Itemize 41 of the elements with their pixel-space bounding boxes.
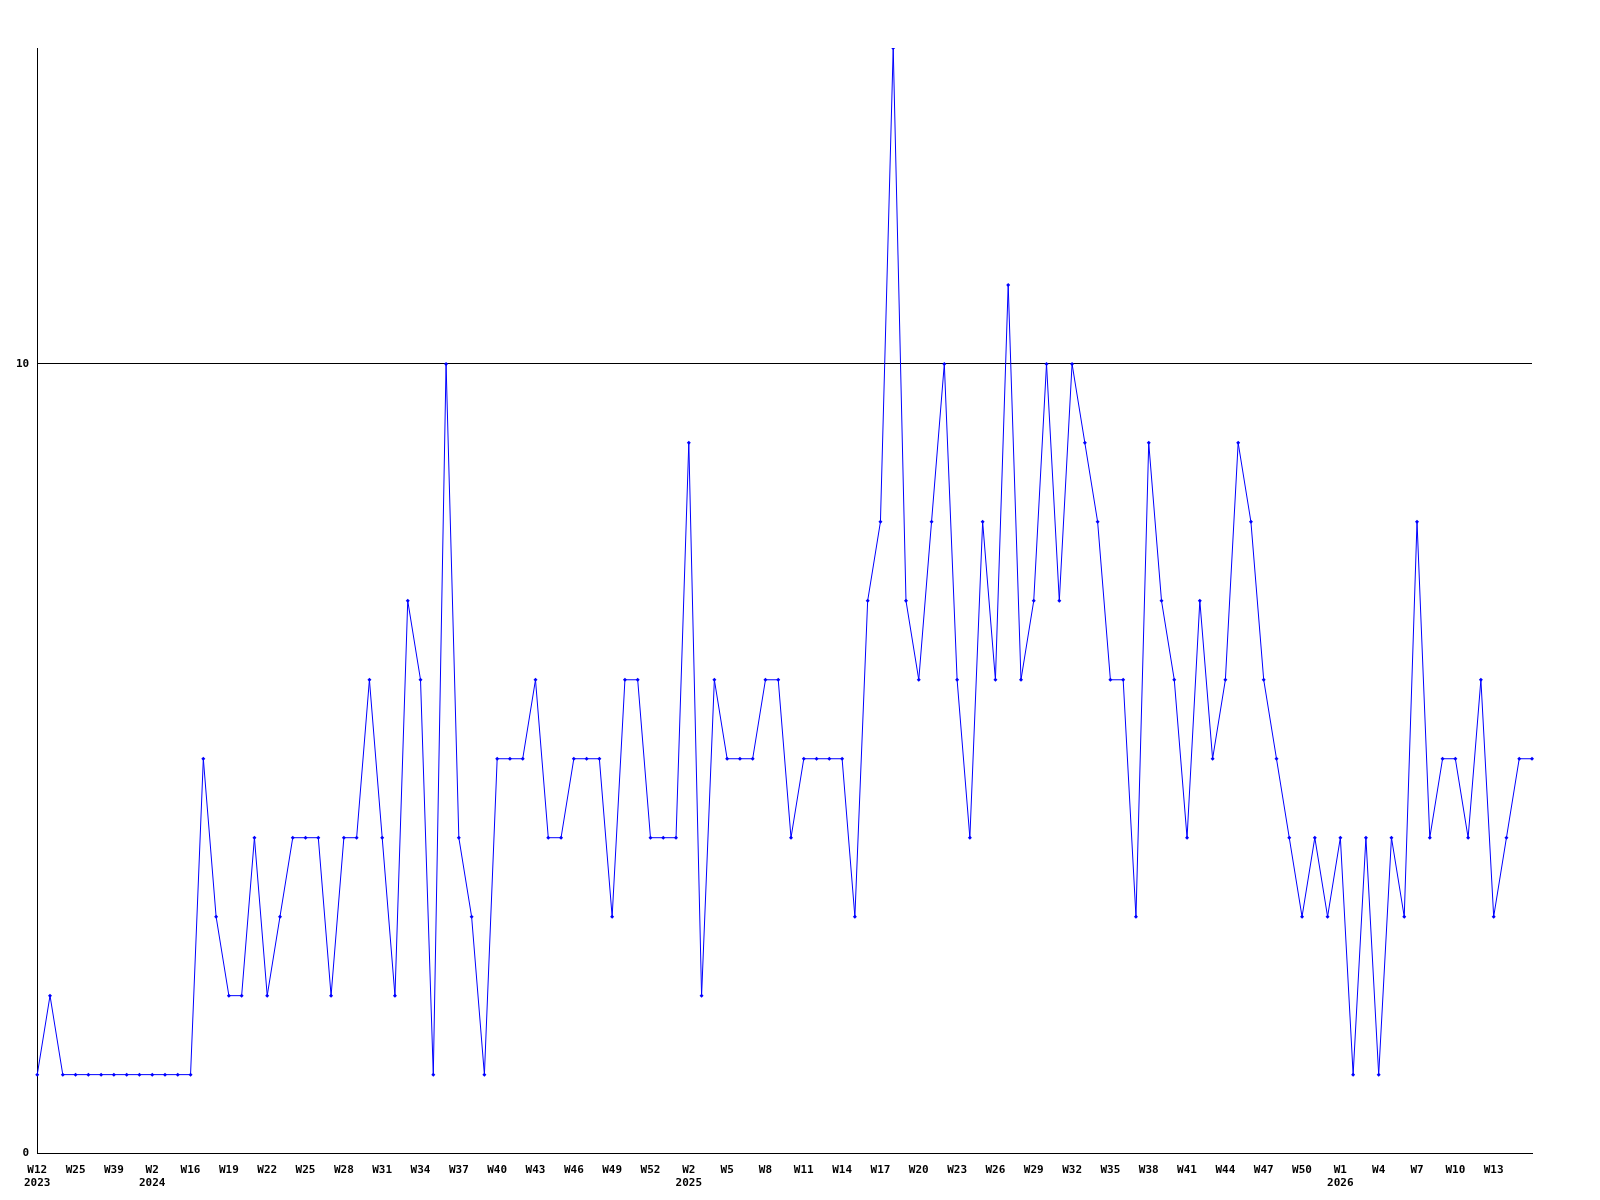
- y-tick-label: 0: [22, 1146, 30, 1160]
- x-tick-label: W13: [1483, 1163, 1504, 1177]
- x-tick-label: W25: [65, 1163, 86, 1177]
- x-tick-label: W39: [103, 1163, 124, 1177]
- x-tick-label: W16: [180, 1163, 201, 1177]
- x-tick-label: W20: [908, 1163, 929, 1177]
- x-tick-label: W34: [410, 1163, 431, 1177]
- x-tick-label: W41: [1177, 1163, 1198, 1177]
- x-tick-label: W17: [870, 1163, 891, 1177]
- x-tick-label: W40: [487, 1163, 508, 1177]
- x-tick-label: W37: [448, 1163, 469, 1177]
- x-tick-label: W52: [640, 1163, 661, 1177]
- x-tick-label: W23: [947, 1163, 968, 1177]
- x-tick-label: W22: [257, 1163, 278, 1177]
- x-tick-label: W29: [1023, 1163, 1044, 1177]
- x-tick-label: W31: [372, 1163, 393, 1177]
- x-tick-label: W19: [218, 1163, 239, 1177]
- x-tick-label: W2 2025: [675, 1163, 703, 1190]
- x-tick-label: W47: [1253, 1163, 1274, 1177]
- x-tick-label: W25: [295, 1163, 316, 1177]
- x-tick-label: W46: [563, 1163, 585, 1177]
- x-tick-label: W11: [793, 1163, 815, 1177]
- x-tick-label: W49: [602, 1163, 623, 1177]
- x-tick-label: W43: [525, 1163, 546, 1177]
- x-tick-label: W44: [1215, 1163, 1236, 1177]
- x-tick-label: W14: [832, 1163, 853, 1177]
- x-tick-label: W12 2023: [24, 1163, 51, 1190]
- x-tick-label: W5: [720, 1163, 734, 1177]
- x-tick-label: W35: [1100, 1163, 1121, 1177]
- x-tick-label: W50: [1292, 1163, 1312, 1177]
- x-tick-label: W7: [1410, 1163, 1424, 1177]
- x-tick-label: W1 2026: [1327, 1163, 1354, 1190]
- x-tick-label: W32: [1062, 1163, 1083, 1177]
- x-tick-label: W26: [985, 1163, 1006, 1177]
- x-tick-label: W2 2024: [138, 1163, 166, 1190]
- x-tick-label: W8: [758, 1163, 773, 1177]
- x-tick-label: W28: [333, 1163, 354, 1177]
- y-tick-label: 10: [16, 356, 30, 370]
- x-tick-label: W38: [1138, 1163, 1159, 1177]
- x-tick-label: W4: [1372, 1163, 1386, 1177]
- x-tick-label: W10: [1445, 1163, 1466, 1177]
